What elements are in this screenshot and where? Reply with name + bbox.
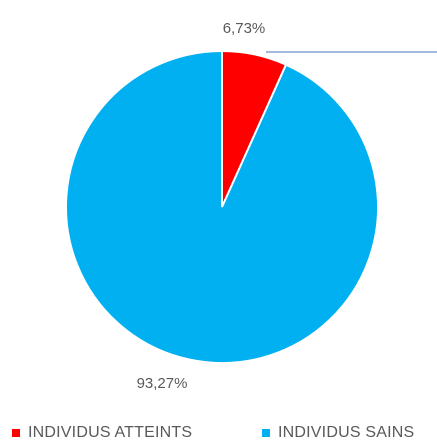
data-label-atteints: 6,73% <box>223 20 266 37</box>
legend-swatch-sains <box>262 429 270 437</box>
pie-slices <box>65 49 379 364</box>
data-label-sains: 93,27% <box>137 375 188 392</box>
legend: INDIVIDUS ATTEINTS INDIVIDUS SAINS <box>0 424 437 444</box>
pie-slice-sains <box>65 49 379 364</box>
legend-item-sains: INDIVIDUS SAINS <box>262 424 414 442</box>
pie-chart: 6,73% 93,27% <box>65 20 437 392</box>
legend-item-atteints: INDIVIDUS ATTEINTS <box>12 424 192 442</box>
legend-label-sains: INDIVIDUS SAINS <box>278 424 415 441</box>
legend-label-atteints: INDIVIDUS ATTEINTS <box>28 424 193 441</box>
legend-swatch-atteints <box>12 429 20 437</box>
